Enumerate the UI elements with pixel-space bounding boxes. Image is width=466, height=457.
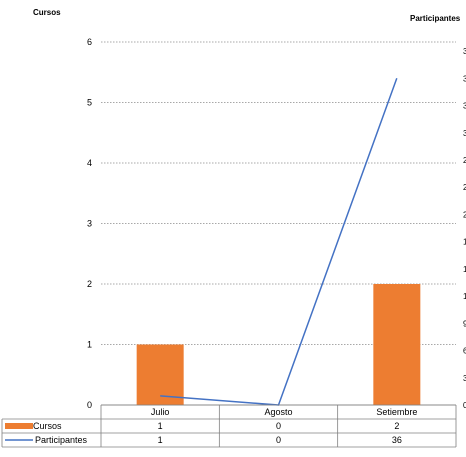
- left-tick-label: 3: [87, 219, 92, 229]
- right-tick-label: 18: [463, 238, 466, 247]
- right-tick-label: 6: [463, 347, 466, 356]
- table-row-label: Cursos: [33, 421, 62, 431]
- table-cell: 0: [276, 435, 281, 445]
- right-axis-title: Participantes: [410, 14, 461, 23]
- table-cell: 2: [394, 421, 399, 431]
- bar-setiembre: [373, 284, 421, 405]
- category-label: Setiembre: [376, 407, 417, 417]
- table-row-label: Participantes: [35, 435, 88, 445]
- left-tick-label: 5: [87, 98, 92, 108]
- category-label: Agosto: [264, 407, 292, 417]
- participantes-line: [160, 78, 398, 406]
- left-tick-label: 0: [87, 400, 92, 410]
- bar-julio: [136, 344, 184, 405]
- left-tick-label: 2: [87, 279, 92, 289]
- legend-key-cursos: [5, 423, 33, 429]
- right-tick-label: 12: [463, 292, 466, 301]
- table-cell: 1: [158, 421, 163, 431]
- left-tick-label: 4: [87, 158, 92, 168]
- right-tick-label: 39: [463, 47, 466, 56]
- category-label: Julio: [151, 407, 170, 417]
- left-tick-label: 6: [87, 37, 92, 47]
- table-cell: 1: [158, 435, 163, 445]
- left-tick-label: 1: [87, 340, 92, 350]
- right-tick-label: 3: [463, 374, 466, 383]
- right-tick-label: 36: [463, 74, 466, 83]
- right-tick-label: 15: [463, 265, 466, 274]
- left-axis-title: Cursos: [33, 8, 61, 17]
- right-tick-label: 21: [463, 210, 466, 219]
- right-tick-label: 24: [463, 183, 466, 192]
- right-tick-label: 27: [463, 156, 466, 165]
- table-cell: 0: [276, 421, 281, 431]
- right-tick-label: 0: [463, 401, 466, 410]
- right-tick-label: 33: [463, 102, 466, 111]
- table-cell: 36: [392, 435, 402, 445]
- right-tick-label: 9: [463, 319, 466, 328]
- right-tick-label: 30: [463, 129, 466, 138]
